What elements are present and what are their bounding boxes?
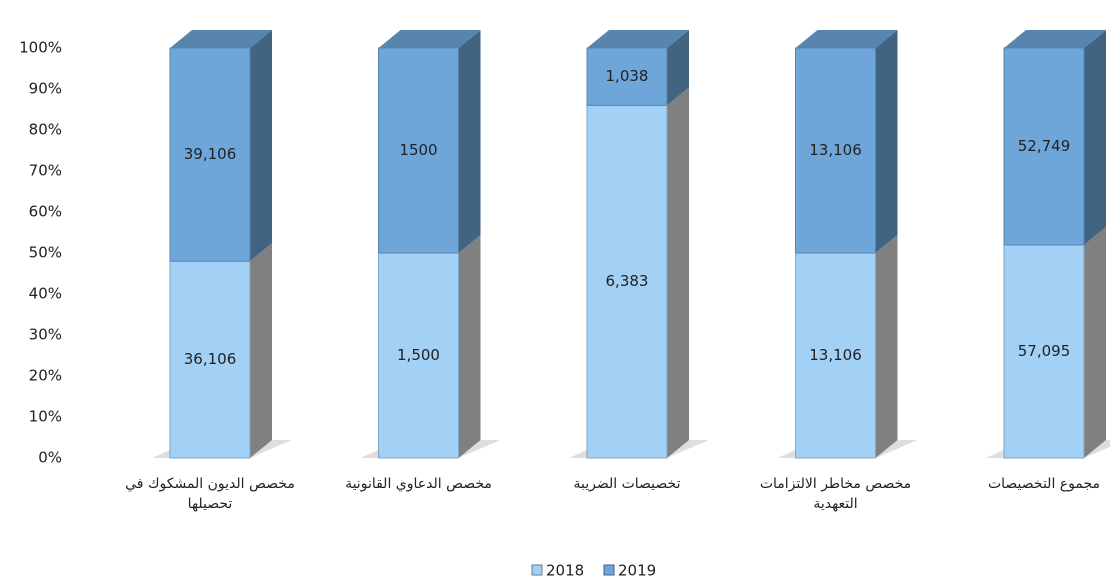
y-tick-label: 70%	[29, 162, 62, 180]
data-label: 6,383	[606, 272, 649, 290]
bar-segment	[378, 252, 459, 459]
bar-segment	[378, 47, 459, 254]
data-label: 1500	[399, 141, 437, 159]
legend-label: 2019	[618, 562, 656, 580]
data-label: 57,095	[1018, 342, 1071, 360]
data-label: 52,749	[1018, 137, 1071, 155]
legend-label: 2018	[546, 562, 584, 580]
x-tick-label: مخصص الدعاوي القانونية	[345, 476, 492, 492]
bar-side	[250, 243, 272, 458]
bar-segment	[169, 47, 251, 262]
bar-segment	[1003, 244, 1085, 459]
bar-side	[250, 30, 272, 262]
bar-top	[1004, 30, 1106, 48]
bar-top	[587, 30, 689, 48]
y-tick-label: 30%	[29, 326, 62, 344]
x-tick-label: تخصيصات الضريبة	[573, 476, 681, 492]
bar-segment	[586, 104, 668, 459]
bar-top	[170, 30, 272, 48]
bar-side	[458, 30, 481, 253]
y-tick-label: 100%	[19, 39, 62, 57]
bar-side	[667, 30, 689, 106]
bar-top	[378, 30, 481, 48]
bar-segment	[169, 260, 251, 459]
y-tick-label: 80%	[29, 121, 62, 139]
y-tick-label: 10%	[29, 408, 62, 426]
y-tick-label: 60%	[29, 203, 62, 221]
bar-side	[1084, 30, 1106, 245]
bar-top	[795, 30, 898, 48]
data-label: 1,500	[397, 346, 440, 364]
data-label: 13,106	[809, 141, 862, 159]
x-tick-label: مخصص الديون المشكوك في تحصيلها	[125, 476, 295, 512]
bar-side	[667, 87, 689, 458]
bar-segment	[795, 252, 876, 459]
bar-side	[1084, 226, 1106, 458]
legend-swatch	[531, 564, 543, 576]
y-tick-label: 50%	[29, 244, 62, 262]
bar-side	[458, 235, 481, 458]
legend-swatch	[603, 564, 615, 576]
bar-segment	[586, 47, 668, 106]
x-tick-label: مجموع التخصيصات	[987, 476, 1101, 492]
data-label: 13,106	[809, 346, 862, 364]
bar-side	[875, 30, 898, 253]
data-label: 36,106	[184, 350, 237, 368]
data-label: 1,038	[606, 67, 649, 85]
y-tick-label: 20%	[29, 367, 62, 385]
bar-side	[875, 235, 898, 458]
y-tick-label: 40%	[29, 285, 62, 303]
data-label: 39,106	[184, 145, 237, 163]
bar-segment	[1003, 47, 1085, 246]
bar-segment	[795, 47, 876, 254]
y-tick-label: 0%	[38, 449, 62, 467]
y-tick-label: 90%	[29, 80, 62, 98]
x-tick-label: مخصص مخاطر الالتزامات التعهدية	[759, 476, 912, 512]
